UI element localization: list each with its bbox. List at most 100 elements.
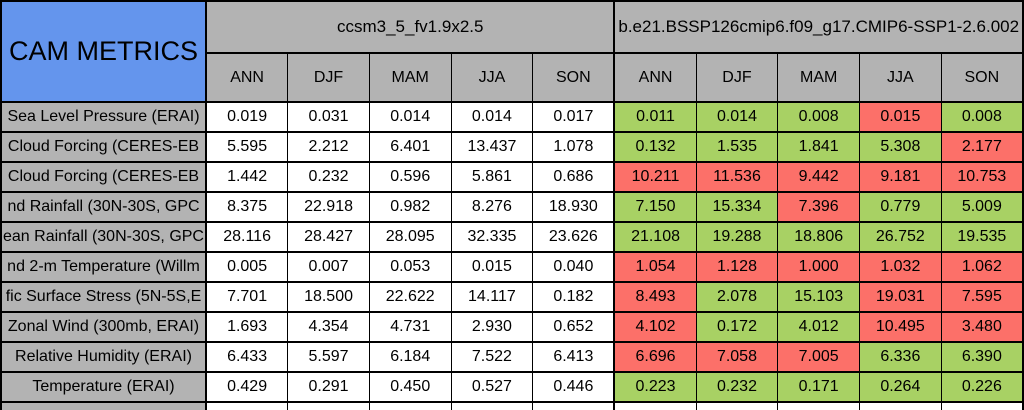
model1-value-cell: 8.276 <box>450 191 534 223</box>
model1-value-cell: 0.686 <box>532 161 615 193</box>
model2-value-cell: 21.108 <box>613 221 697 253</box>
model2-value-cell: 0.008 <box>940 101 1024 133</box>
model2-value-cell: 0.264 <box>859 371 942 403</box>
table-row: Cloud Forcing (CERES-EB 1.442 0.232 0.596 5.… <box>0 161 1024 193</box>
model1-col-ann: ANN <box>205 52 289 103</box>
model2-value-cell: 10.495 <box>859 311 942 343</box>
model2-value-cell: 1.062 <box>940 251 1024 283</box>
model-name-row: CAM METRICS ccsm3_5_fv1.9x2.5 b.e21.BSSP… <box>0 0 1024 103</box>
model1-value-cell: 0.014 <box>368 101 452 133</box>
value-cell <box>287 401 370 410</box>
model2-value-cell: 6.390 <box>940 341 1024 373</box>
model2-value-cell: 1.535 <box>695 131 779 163</box>
model1-value-cell: 13.437 <box>450 131 534 163</box>
model1-value-cell: 14.117 <box>450 281 534 313</box>
value-cell <box>940 401 1024 410</box>
model2-value-cell: 7.058 <box>695 341 779 373</box>
model1-value-cell: 0.291 <box>287 371 370 403</box>
model1-value-cell: 28.095 <box>368 221 452 253</box>
value-cell <box>613 401 697 410</box>
table-row: Relative Humidity (ERAI) 6.433 5.597 6.184 7… <box>0 341 1024 373</box>
model1-value-cell: 0.596 <box>368 161 452 193</box>
value-cell <box>777 401 860 410</box>
model2-value-cell: 0.132 <box>613 131 697 163</box>
model1-value-cell: 0.005 <box>205 251 289 283</box>
model1-value-cell: 0.982 <box>368 191 452 223</box>
model1-value-cell: 7.701 <box>205 281 289 313</box>
model1-value-cell: 22.918 <box>287 191 370 223</box>
model1-value-cell: 18.930 <box>532 191 615 223</box>
model2-value-cell: 0.223 <box>613 371 697 403</box>
value-cell <box>450 401 534 410</box>
model1-value-cell: 0.053 <box>368 251 452 283</box>
model1-col-son: SON <box>532 52 615 103</box>
model1-value-cell: 0.527 <box>450 371 534 403</box>
season-header-row: ANN DJF MAM JJA SON ANN DJF MAM JJA SON <box>1 52 1024 103</box>
model1-value-cell: 0.429 <box>205 371 289 403</box>
model2-col-jja: JJA <box>859 52 942 103</box>
model1-value-cell: 28.116 <box>205 221 289 253</box>
model2-value-cell: 15.334 <box>695 191 779 223</box>
row-label: Cloud Forcing (CERES-EB <box>0 131 207 163</box>
model2-value-cell: 5.308 <box>859 131 942 163</box>
row-label: Sea Level Pressure (ERAI) <box>0 101 207 133</box>
model2-value-cell: 26.752 <box>859 221 942 253</box>
model1-value-cell: 28.427 <box>287 221 370 253</box>
model2-value-cell: 0.011 <box>613 101 697 133</box>
model2-value-cell: 0.172 <box>695 311 779 343</box>
model2-value-cell: 1.032 <box>859 251 942 283</box>
model2-value-cell: 7.396 <box>777 191 860 223</box>
value-cell <box>859 401 942 410</box>
model2-value-cell: 9.181 <box>859 161 942 193</box>
model2-value-cell: 15.103 <box>777 281 860 313</box>
model2-value-cell: 5.009 <box>940 191 1024 223</box>
model2-value-cell: 19.031 <box>859 281 942 313</box>
model2-value-cell: 19.288 <box>695 221 779 253</box>
model1-value-cell: 0.182 <box>532 281 615 313</box>
model2-value-cell: 6.336 <box>859 341 942 373</box>
row-label: Relative Humidity (ERAI) <box>0 341 207 373</box>
model2-value-cell: 0.008 <box>777 101 860 133</box>
model2-value-cell: 2.177 <box>940 131 1024 163</box>
model1-value-cell: 0.015 <box>450 251 534 283</box>
model2-value-cell: 3.480 <box>940 311 1024 343</box>
row-label: Cloud Forcing (CERES-EB <box>0 161 207 193</box>
row-label: fic Surface Stress (5N-5S,E <box>0 281 207 313</box>
model2-value-cell: 9.442 <box>777 161 860 193</box>
table-row: Cloud Forcing (CERES-EB 5.595 2.212 6.401 13… <box>0 131 1024 163</box>
model2-value-cell: 11.536 <box>695 161 779 193</box>
table-title: CAM METRICS <box>0 0 207 103</box>
model1-value-cell: 4.731 <box>368 311 452 343</box>
model1-value-cell: 6.413 <box>532 341 615 373</box>
model1-value-cell: 0.017 <box>532 101 615 133</box>
table-row: Sea Level Pressure (ERAI) 0.019 0.031 0.014… <box>0 101 1024 133</box>
model1-value-cell: 0.014 <box>450 101 534 133</box>
model1-col-mam: MAM <box>368 52 452 103</box>
model2-value-cell: 0.226 <box>940 371 1024 403</box>
model1-value-cell: 6.401 <box>368 131 452 163</box>
partial-row <box>0 401 1024 410</box>
model2-value-cell: 7.150 <box>613 191 697 223</box>
model2-value-cell: 1.841 <box>777 131 860 163</box>
model2-value-cell: 0.232 <box>695 371 779 403</box>
model1-col-jja: JJA <box>450 52 534 103</box>
table-row: fic Surface Stress (5N-5S,E 7.701 18.500 22… <box>0 281 1024 313</box>
model1-value-cell: 22.622 <box>368 281 452 313</box>
model1-value-cell: 1.693 <box>205 311 289 343</box>
value-cell <box>532 401 615 410</box>
model2-col-mam: MAM <box>777 52 860 103</box>
model1-value-cell: 1.078 <box>532 131 615 163</box>
model1-value-cell: 0.040 <box>532 251 615 283</box>
model2-value-cell: 19.535 <box>940 221 1024 253</box>
row-label: Temperature (ERAI) <box>0 371 207 403</box>
model1-value-cell: 0.450 <box>368 371 452 403</box>
model2-value-cell: 6.696 <box>613 341 697 373</box>
model2-value-cell: 7.005 <box>777 341 860 373</box>
table-row: Temperature (ERAI) 0.429 0.291 0.450 0.527 0.… <box>0 371 1024 403</box>
model1-value-cell: 5.861 <box>450 161 534 193</box>
model1-value-cell: 5.595 <box>205 131 289 163</box>
model2-value-cell: 4.012 <box>777 311 860 343</box>
model2-value-cell: 0.015 <box>859 101 942 133</box>
